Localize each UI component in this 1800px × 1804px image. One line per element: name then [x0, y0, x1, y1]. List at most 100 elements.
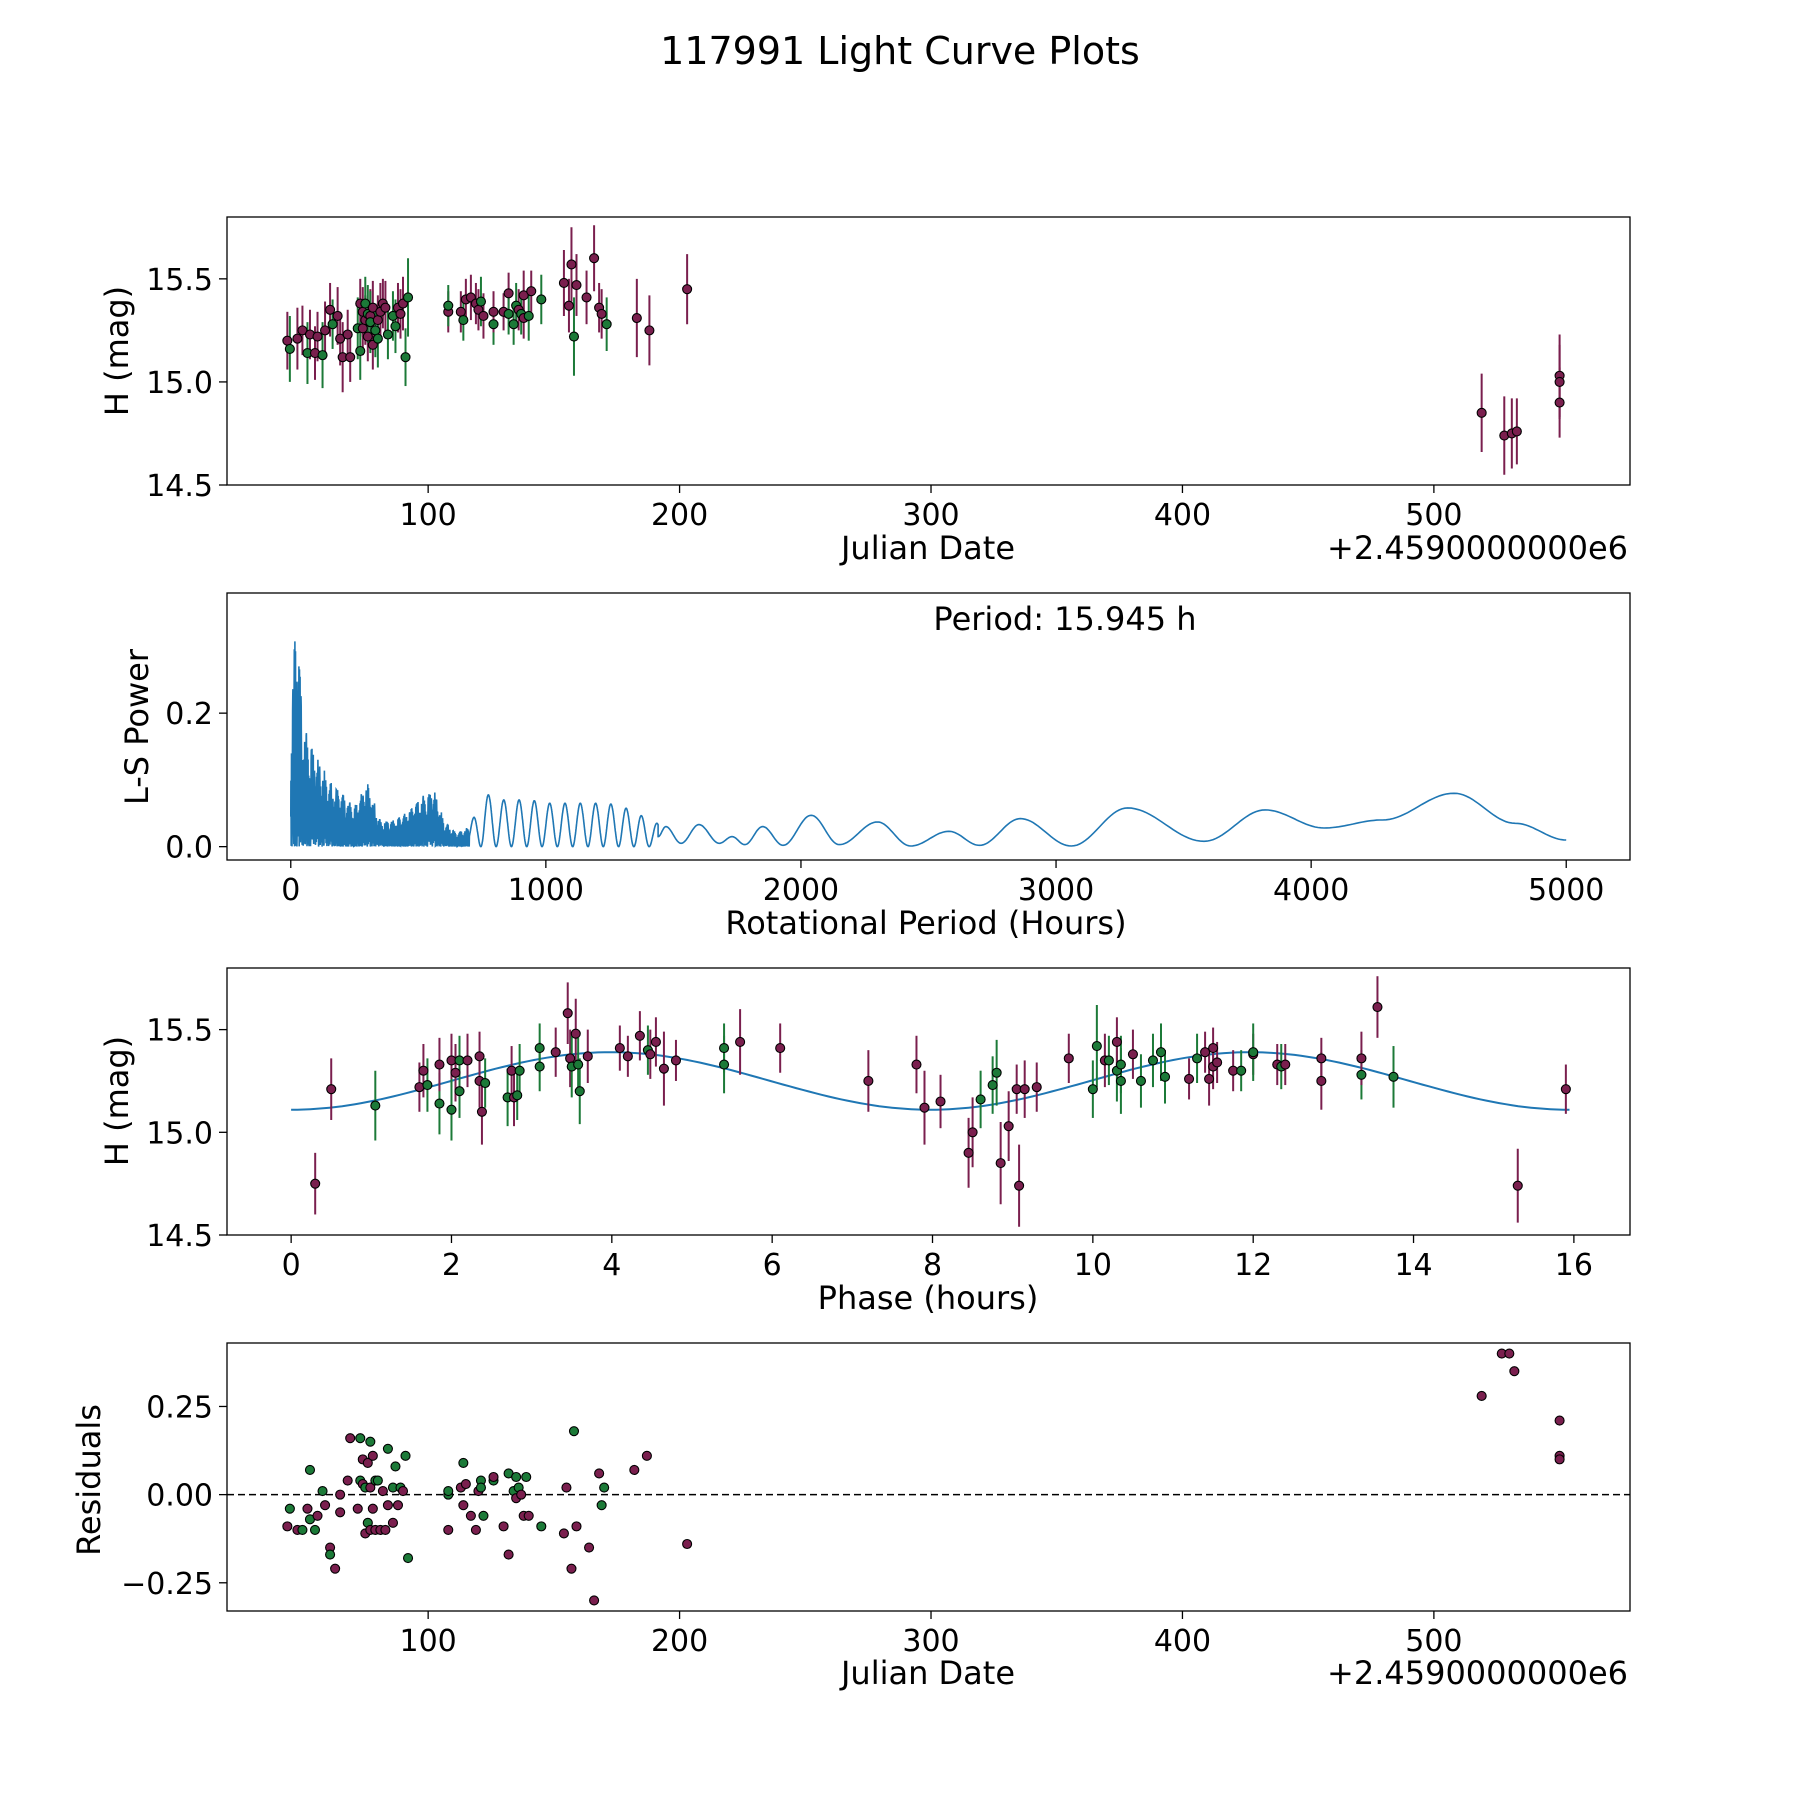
period-annotation: Period: 15.945 h: [933, 600, 1196, 638]
data-point: [719, 1059, 730, 1070]
data-point: [581, 292, 592, 303]
data-point: [345, 352, 356, 363]
data-point: [1147, 1055, 1159, 1066]
residual-point: [392, 1500, 404, 1511]
data-point: [574, 1086, 585, 1097]
data-point: [335, 333, 346, 344]
data-point: [514, 1065, 525, 1076]
phase-fold-ticks: 0 2 4 6 8 10 12 14 16 14.5 15.0 15.5: [146, 1014, 1593, 1283]
residual-point: [397, 1486, 409, 1497]
data-point: [400, 352, 411, 363]
data-point: [367, 302, 378, 313]
data-point: [1115, 1059, 1126, 1070]
data-point: [370, 1100, 381, 1111]
residual-point: [478, 1510, 489, 1521]
y-tick-label: 0.2: [165, 697, 213, 732]
data-point: [443, 300, 454, 311]
data-point: [670, 1055, 682, 1066]
residual-point: [516, 1489, 527, 1500]
residual-point: [309, 1524, 321, 1535]
light-curve-xlabel: Julian Date: [839, 529, 1015, 567]
data-point: [1155, 1047, 1167, 1058]
x-tick-label: 200: [651, 498, 708, 533]
data-point: [1212, 1057, 1223, 1068]
residual-point: [1504, 1348, 1515, 1359]
data-point: [568, 331, 580, 342]
data-point: [582, 1051, 593, 1062]
residual-point: [465, 1510, 476, 1521]
data-point: [536, 294, 547, 305]
x-tick-label: 12: [1234, 1248, 1272, 1283]
residual-point: [566, 1563, 577, 1574]
data-point: [1280, 1059, 1291, 1070]
data-point: [562, 1008, 573, 1019]
residual-point: [536, 1521, 547, 1532]
data-point: [1063, 1053, 1074, 1064]
residual-point: [304, 1464, 316, 1475]
data-point: [1248, 1047, 1259, 1058]
data-point: [474, 1051, 485, 1062]
data-point: [863, 1075, 874, 1087]
data-point: [312, 331, 323, 342]
data-point: [1560, 1084, 1571, 1095]
residual-point: [558, 1528, 569, 1539]
x-tick-label: 14: [1394, 1248, 1432, 1283]
data-point: [332, 310, 343, 322]
residual-point: [335, 1507, 346, 1518]
x-tick-label: 0: [281, 873, 300, 908]
data-point: [631, 312, 642, 324]
x-tick-label: 4: [602, 1248, 621, 1283]
data-point: [1356, 1053, 1367, 1064]
data-point: [1236, 1065, 1247, 1076]
data-point: [566, 259, 577, 270]
periodogram-curve: [290, 641, 1567, 848]
phase-fold-axes-frame: [226, 967, 1631, 1236]
residual-point: [584, 1542, 595, 1553]
x-tick-label: 400: [1154, 498, 1211, 533]
phase-fold-ylabel: H (mag): [98, 1036, 136, 1166]
data-point: [1204, 1073, 1215, 1084]
periodogram-ticks: 0 1000 2000 3000 4000 5000 0.0 0.2: [165, 697, 1604, 908]
x-tick-label: 2: [442, 1248, 461, 1283]
x-tick-label: 1000: [508, 873, 584, 908]
data-point: [644, 325, 655, 336]
residual-point: [282, 1521, 293, 1532]
residual-point: [596, 1500, 607, 1511]
residuals-ylabel: Residuals: [70, 1404, 108, 1556]
residual-point: [568, 1426, 580, 1437]
data-point: [935, 1096, 946, 1107]
data-point: [508, 319, 519, 330]
data-point: [320, 325, 331, 336]
data-point: [1200, 1047, 1211, 1058]
data-point: [1003, 1121, 1014, 1132]
data-point: [563, 300, 574, 311]
data-point: [1388, 1071, 1399, 1082]
data-point: [1512, 1180, 1523, 1191]
data-point: [963, 1147, 974, 1158]
residuals-points: [227, 1348, 1630, 1606]
x-tick-label: 2000: [763, 873, 839, 908]
residuals-offset-label: +2.4590000000e6: [1327, 1654, 1628, 1692]
y-tick-label: 0.25: [146, 1390, 213, 1425]
light-curve-points: [282, 225, 1565, 475]
data-point: [967, 1127, 978, 1138]
data-point: [1135, 1075, 1147, 1087]
residual-point: [367, 1450, 378, 1461]
data-point: [650, 1036, 661, 1047]
data-point: [480, 1077, 491, 1089]
residual-point: [345, 1433, 356, 1444]
data-point: [382, 329, 393, 340]
data-point: [512, 1090, 523, 1101]
data-point: [327, 319, 338, 330]
y-tick-label: 14.5: [146, 469, 213, 504]
data-point: [475, 296, 486, 307]
residual-point: [352, 1503, 363, 1514]
data-point: [455, 306, 466, 317]
data-point: [550, 1047, 561, 1058]
data-point: [534, 1061, 545, 1072]
data-point: [1316, 1053, 1327, 1064]
residual-point: [390, 1461, 401, 1472]
light-curve-ylabel: H (mag): [98, 286, 136, 416]
residual-point: [365, 1482, 376, 1493]
residual-point: [682, 1538, 693, 1550]
